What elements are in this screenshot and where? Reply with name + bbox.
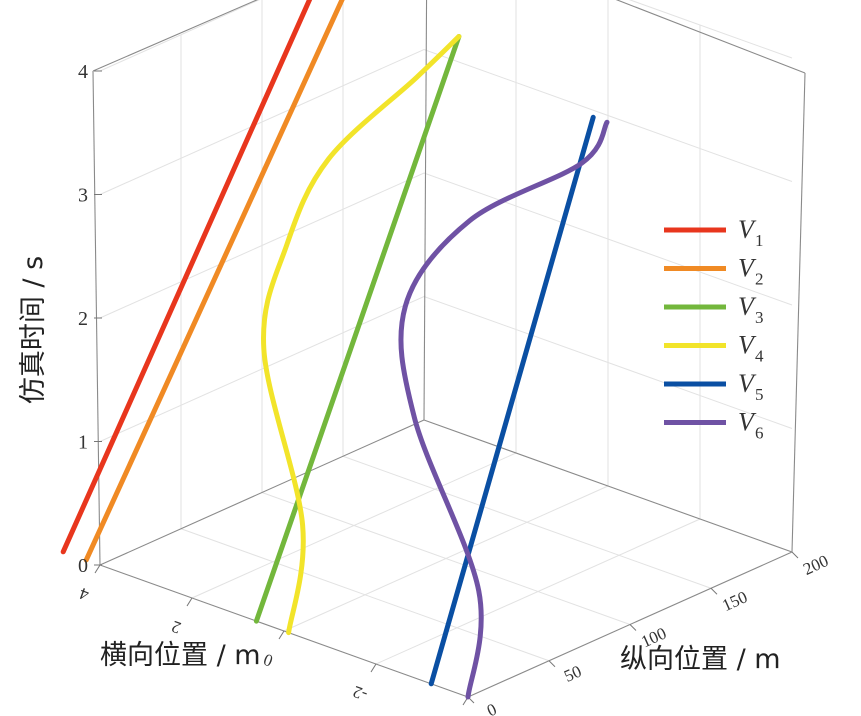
x-tick-label: 4 <box>76 584 91 605</box>
x-tick <box>370 663 377 673</box>
z-tick-label: 0 <box>78 555 88 577</box>
y-tick <box>629 624 637 631</box>
legend-label-subscript: 3 <box>755 308 764 327</box>
y-tick-label: 50 <box>561 662 584 686</box>
axes-box <box>92 0 806 706</box>
floor-back-edge <box>423 419 793 553</box>
grid-line <box>99 0 793 72</box>
legend-label: V <box>738 369 757 398</box>
x-tick-label: -2 <box>350 682 370 705</box>
top-right-edge <box>615 0 806 74</box>
y-tick-label: 150 <box>719 587 750 615</box>
x-tick-label: 2 <box>169 617 183 638</box>
y-tick-label: 0 <box>484 700 500 716</box>
grid-line <box>342 0 712 589</box>
grid-line <box>99 48 793 195</box>
back-vertical-edge <box>423 0 428 421</box>
legend-label-subscript: 4 <box>755 347 764 366</box>
y-tick-label: 200 <box>800 551 831 579</box>
grid-line <box>261 0 631 625</box>
z-tick-label: 2 <box>78 308 88 330</box>
x-tick <box>278 630 285 640</box>
legend-label-subscript: 6 <box>755 424 764 443</box>
series-line-v6 <box>398 119 610 700</box>
right-vertical-edge <box>791 72 806 553</box>
z-tick-label: 3 <box>78 185 88 207</box>
legend-label: V <box>738 292 757 321</box>
floor-back-edge <box>99 419 425 566</box>
series-layer <box>60 0 610 700</box>
legend-label: V <box>738 408 757 437</box>
z-tick-label: 1 <box>78 432 88 454</box>
y-tick <box>548 660 556 668</box>
x-tick-label: 0 <box>261 650 275 671</box>
z-axis-label: 仿真时间 / s <box>18 256 49 404</box>
legend-label: V <box>738 331 757 360</box>
series-line-v2 <box>83 0 345 563</box>
y-tick <box>791 551 799 559</box>
z-tick-label: 4 <box>78 61 88 83</box>
series-line-v5 <box>428 114 596 687</box>
grid-line <box>283 0 609 632</box>
grid-line <box>180 34 550 662</box>
legend: V 1V 2V 3V 4V 5V 6 <box>664 215 764 443</box>
x-tick <box>94 564 101 574</box>
x-tick <box>186 597 193 607</box>
y-axis-label: 纵向位置 / m <box>620 644 781 675</box>
legend-label-subscript: 5 <box>755 385 764 404</box>
series-line-v4 <box>261 33 462 636</box>
series-line-v3 <box>253 33 462 624</box>
legend-label-subscript: 2 <box>755 270 764 289</box>
top-left-edge <box>92 0 258 72</box>
legend-label-subscript: 1 <box>755 231 764 250</box>
grid-line <box>99 172 793 319</box>
y-tick <box>710 587 718 595</box>
grid-line <box>99 295 793 442</box>
x-axis-label: 横向位置 / m <box>100 640 261 671</box>
legend-label: V <box>738 215 757 244</box>
grid-line <box>191 0 517 599</box>
legend-label: V <box>738 254 757 283</box>
series-line-v1 <box>60 0 313 555</box>
grid-layer <box>99 0 793 665</box>
